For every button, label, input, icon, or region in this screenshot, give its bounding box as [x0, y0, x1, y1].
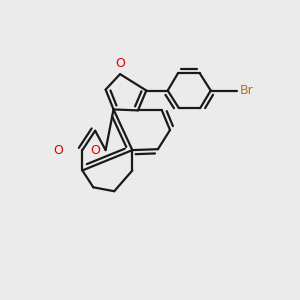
Text: O: O: [90, 144, 100, 157]
Text: O: O: [115, 57, 125, 70]
Text: Br: Br: [239, 84, 253, 97]
Text: O: O: [54, 144, 64, 157]
